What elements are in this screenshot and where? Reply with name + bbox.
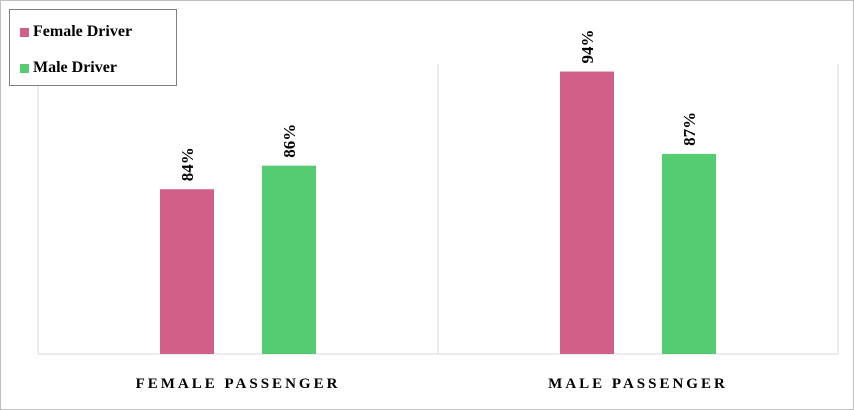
bar (160, 189, 214, 354)
data-label: 84% (178, 147, 197, 181)
bar (262, 165, 316, 354)
bars-layer (160, 71, 716, 355)
legend-item-male-driver: Male Driver (20, 58, 117, 78)
data-label: 87% (680, 112, 699, 146)
bar (662, 153, 716, 354)
axis-layer (37, 64, 839, 355)
x-tick-label: MALE PASSENGER (548, 376, 728, 392)
bar (560, 71, 614, 355)
legend-swatch-female-driver (20, 27, 29, 37)
labels-layer: FEMALE PASSENGER MALE PASSENGER 84% 86% 94% 8… (136, 30, 728, 392)
x-tick-label: FEMALE PASSENGER (136, 376, 341, 392)
legend-label-male-driver: Male Driver (33, 59, 117, 76)
legend: Female Driver Male Driver (9, 9, 177, 86)
data-label: 94% (578, 30, 597, 64)
legend-item-female-driver: Female Driver (20, 22, 132, 42)
legend-label-female-driver: Female Driver (33, 23, 133, 40)
legend-swatch-male-driver (20, 63, 29, 73)
data-label: 86% (280, 124, 299, 158)
